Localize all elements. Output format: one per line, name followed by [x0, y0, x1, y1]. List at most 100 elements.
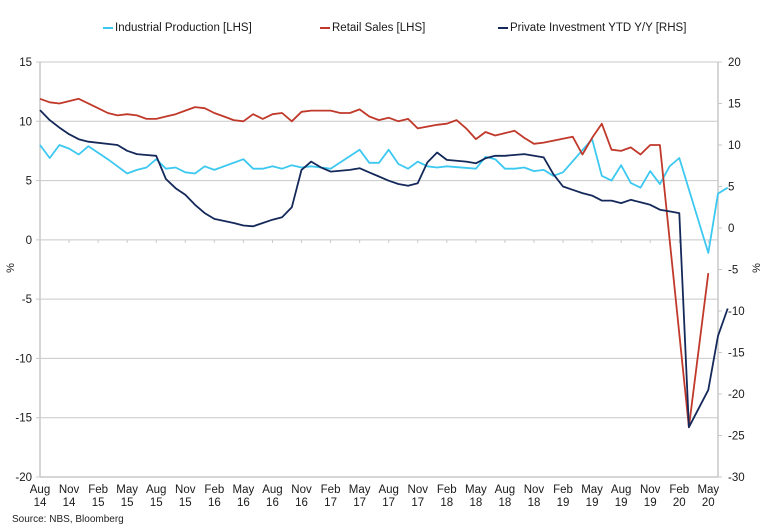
x-tick-label-year: 14	[34, 497, 47, 509]
x-tick-label-year: 14	[63, 497, 76, 509]
x-tick-label: May 18	[465, 484, 487, 509]
x-tick-label: May 16	[233, 484, 255, 509]
x-tick-label: Nov 18	[524, 484, 545, 509]
x-tick-label-month: Feb	[204, 484, 224, 496]
right-tick-label: -25	[728, 431, 745, 443]
x-tick-label-month: Feb	[553, 484, 573, 496]
left-tick-label: 5	[26, 176, 32, 188]
x-tick-label-year: 16	[237, 497, 250, 509]
x-tick-label-year: 19	[557, 497, 570, 509]
x-tick-label-year: 18	[499, 497, 512, 509]
x-tick-label-month: Nov	[291, 484, 312, 496]
x-tick-label-month: Aug	[30, 484, 50, 496]
x-tick-label-year: 15	[121, 497, 134, 509]
x-tick-label-month: May	[465, 484, 487, 496]
x-tick-label: Aug 18	[495, 484, 515, 509]
x-tick-label-month: Feb	[669, 484, 689, 496]
x-tick-label: Nov 19	[640, 484, 661, 509]
right-tick-label: 0	[728, 223, 734, 235]
x-tick-label: Feb 15	[88, 484, 108, 509]
x-tick-label-month: May	[581, 484, 603, 496]
x-tick-label: May 15	[116, 484, 138, 509]
gridlines	[40, 61, 718, 419]
right-tick-label: 5	[728, 182, 734, 194]
x-tick-label-year: 16	[266, 497, 279, 509]
x-tick-label-year: 17	[324, 497, 337, 509]
x-tick-label: Aug 14	[30, 484, 50, 509]
x-tick-label-month: Nov	[640, 484, 661, 496]
legend-swatch-retail-sales	[320, 27, 330, 29]
x-tick-label-year: 19	[644, 497, 657, 509]
source-note: Source: NBS, Bloomberg	[12, 514, 124, 525]
right-tick-label: -30	[728, 472, 745, 484]
x-tick-label: Feb 19	[553, 484, 573, 509]
right-tick-label: -20	[728, 389, 745, 401]
x-tick-label-month: Aug	[378, 484, 398, 496]
legend-swatch-private-investment	[498, 27, 508, 29]
x-tick-label: Nov 17	[408, 484, 429, 509]
series-line-private-investment-ytd-y-y	[39, 109, 729, 429]
right-tick-label: 10	[728, 140, 741, 152]
left-axis-ticks: 15 10 5 0 -5 -10 -15 -20	[15, 57, 40, 484]
x-tick-label-month: Aug	[146, 484, 166, 496]
x-tick-label-month: May	[116, 484, 138, 496]
x-tick-label-year: 15	[179, 497, 192, 509]
x-tick-label-month: Nov	[175, 484, 196, 496]
left-tick-label: 0	[26, 235, 32, 247]
right-axis-ticks: 20 15 10 5 0 -5 -10 -15 -20 -25 -30	[718, 57, 745, 484]
x-tick-label-month: Aug	[262, 484, 282, 496]
right-tick-label: 15	[728, 99, 741, 111]
x-tick-label: Aug 17	[378, 484, 398, 509]
legend-label: Private Investment YTD Y/Y [RHS]	[510, 22, 687, 34]
right-tick-label: 20	[728, 57, 741, 69]
x-tick-label-month: Nov	[408, 484, 429, 496]
x-tick-label: Feb 16	[204, 484, 224, 509]
left-tick-label: -10	[15, 353, 32, 365]
x-tick-label-year: 20	[673, 497, 686, 509]
x-tick-label: Feb 18	[437, 484, 457, 509]
right-tick-label: -15	[728, 348, 745, 360]
x-tick-label-month: May	[349, 484, 371, 496]
x-tick-label-month: Feb	[437, 484, 457, 496]
x-tick-label: Nov 14	[59, 484, 80, 509]
x-tick-label-month: May	[233, 484, 255, 496]
x-tick-label-month: Aug	[495, 484, 515, 496]
x-tick-label-year: 18	[440, 497, 453, 509]
x-tick-label-year: 16	[295, 497, 308, 509]
x-tick-label-month: Feb	[88, 484, 108, 496]
legend-item-private-investment: Private Investment YTD Y/Y [RHS]	[498, 22, 686, 34]
axes	[39, 62, 719, 478]
x-tick-label-year: 17	[353, 497, 366, 509]
legend-label: Industrial Production [LHS]	[115, 22, 252, 34]
x-tick-label: Aug 15	[146, 484, 166, 509]
x-tick-label: May 19	[581, 484, 603, 509]
x-tick-label-year: 19	[615, 497, 628, 509]
x-tick-label: Aug 19	[611, 484, 631, 509]
x-tick-label: Aug 16	[262, 484, 282, 509]
x-tick-label-year: 19	[586, 497, 599, 509]
x-tick-label-year: 17	[411, 497, 424, 509]
left-axis-title: %	[5, 263, 17, 273]
left-tick-label: -15	[15, 413, 32, 425]
left-tick-label: -5	[22, 294, 32, 306]
right-tick-label: -10	[728, 306, 745, 318]
x-tick-label: Feb 20	[669, 484, 689, 509]
x-tick-label: Feb 17	[321, 484, 341, 509]
x-tick-label-month: Nov	[524, 484, 545, 496]
right-axis-title: %	[751, 263, 763, 273]
series-line-retail-sales	[39, 97, 710, 429]
left-tick-label: -20	[15, 472, 32, 484]
left-tick-label: 15	[19, 57, 32, 69]
series-line-industrial-production	[39, 138, 729, 254]
legend-item-industrial-production: Industrial Production [LHS]	[103, 22, 252, 34]
x-tick-label-month: Nov	[59, 484, 80, 496]
x-tick-label-year: 16	[208, 497, 221, 509]
right-tick-label: -5	[728, 265, 738, 277]
x-tick-label-month: Feb	[321, 484, 341, 496]
legend-swatch-industrial-production	[103, 27, 113, 29]
x-tick-label-year: 17	[382, 497, 395, 509]
x-tick-label-year: 18	[528, 497, 541, 509]
x-tick-label-year: 15	[150, 497, 163, 509]
